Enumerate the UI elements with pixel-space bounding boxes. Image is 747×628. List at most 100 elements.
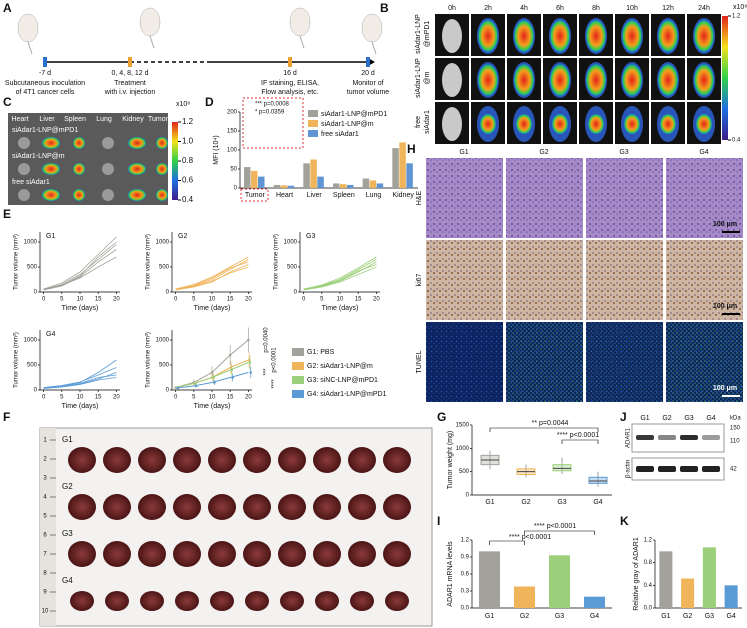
y-tick-label: 0.4 (644, 583, 653, 589)
signal (550, 20, 570, 52)
row-label: TUNEL (416, 350, 423, 373)
x-tick-label: G4 (593, 499, 602, 506)
organ-signal (156, 163, 168, 175)
colorbar-label: 0.8 (182, 156, 194, 165)
bracket (489, 540, 525, 545)
group-label: G4 (62, 576, 73, 585)
row-label: siAdar1-LNP (415, 58, 422, 98)
event-day: 0, 4, 8, 12 d (112, 70, 149, 77)
y-tick-label: 1500 (456, 423, 470, 429)
colorbar (172, 122, 178, 200)
organ-signal (156, 189, 168, 201)
panel-label: D (205, 95, 214, 109)
legend-label: siAdar1-LNP@mPD1 (321, 111, 387, 118)
group-label: G1 (46, 233, 55, 240)
band (658, 466, 676, 472)
row-label: H&E (416, 190, 423, 205)
tumor (173, 447, 201, 473)
tumor (105, 591, 129, 611)
bar (584, 596, 605, 608)
signal (478, 64, 498, 96)
timeline-marker (288, 57, 292, 67)
tumor (348, 447, 376, 473)
time-label: 6h (556, 5, 564, 12)
organ-signal (128, 137, 146, 149)
growth-curve (303, 266, 377, 291)
y-tick-label: 0.8 (644, 560, 653, 566)
y-tick-label: 500 (287, 265, 298, 271)
time-label: 8h (592, 5, 600, 12)
panel-label: B (380, 1, 389, 15)
x-axis-label: Time (days) (322, 305, 359, 312)
event-caption: Monitor of (352, 80, 383, 87)
event-caption: of 4T1 cancer cells (16, 89, 75, 96)
x-tick-label: 20 (245, 395, 252, 401)
growth-curve (43, 359, 117, 389)
x-tick-label: Tumor (245, 192, 266, 199)
signal (696, 114, 712, 134)
x-tick-label: Lung (366, 192, 382, 199)
organ-signal (42, 163, 60, 175)
signal (514, 64, 534, 96)
y-tick-label: 500 (159, 363, 170, 369)
annotation: ** p=0.0044 (532, 420, 569, 427)
mouse-icon (361, 13, 383, 43)
row-label: @m (424, 71, 431, 84)
bar (376, 183, 384, 188)
bar (514, 586, 535, 608)
ruler-label: 2 (43, 457, 47, 463)
legend-label: G2: siAdar1-LNP@m (307, 363, 373, 370)
marker-label: 42 (730, 467, 737, 473)
box (552, 464, 572, 472)
x-tick-label: 20 (113, 395, 120, 401)
organ-signal (73, 137, 85, 149)
mouse (442, 107, 462, 141)
colorbar-label: 1.0 (182, 137, 194, 146)
tumor (350, 591, 374, 611)
signal (622, 64, 642, 96)
bar (340, 184, 347, 188)
time-label: 24h (698, 5, 710, 12)
x-tick-label: 15 (227, 297, 234, 303)
y-tick-label: 100 (227, 148, 238, 154)
x-tick-label: 20 (113, 297, 120, 303)
annotation: *** (264, 368, 270, 376)
legend-label: free siAdar1 (321, 131, 359, 138)
legend-label: siAdar1-LNP@m (321, 121, 374, 128)
legend-swatch (308, 130, 318, 137)
group-label: G3 (306, 233, 315, 240)
annotation: **** (272, 379, 278, 389)
tumor (208, 541, 236, 567)
ruler-label: 9 (43, 590, 47, 596)
annotation: p<0.0001 (272, 347, 278, 373)
row-label: free siAdar1 (12, 179, 50, 186)
colorbar-label: 0.6 (182, 176, 194, 185)
tumor (68, 447, 96, 473)
panel-label: G (437, 410, 446, 424)
tumor (243, 541, 271, 567)
y-axis-label: Tumor weight (mg) (447, 431, 454, 489)
y-tick-label: 1000 (24, 240, 38, 246)
x-tick-label: 5 (60, 297, 64, 303)
colorbar-label: 1.2 (732, 14, 741, 20)
growth-curve (43, 367, 117, 388)
legend-swatch (308, 110, 318, 117)
panel-label: I (437, 514, 440, 528)
scale-label: 100 μm (713, 221, 737, 228)
annotation: **** p<0.0001 (509, 534, 551, 541)
tumor (383, 494, 411, 520)
row-label: siAdar1-LNP (415, 14, 422, 54)
imaging-box (8, 113, 168, 205)
tumor (138, 541, 166, 567)
organ-signal (128, 163, 146, 175)
bar (317, 176, 324, 188)
tunel-signal (666, 322, 743, 402)
bar (479, 551, 500, 608)
time-label: 4h (520, 5, 528, 12)
tumor (383, 447, 411, 473)
band (636, 435, 654, 440)
event-caption: Flow analysis, etc. (261, 89, 318, 96)
organ-signal (156, 137, 168, 149)
event-caption: IF staining, ELISA, (261, 80, 319, 87)
scale-label: 100 μm (713, 385, 737, 392)
